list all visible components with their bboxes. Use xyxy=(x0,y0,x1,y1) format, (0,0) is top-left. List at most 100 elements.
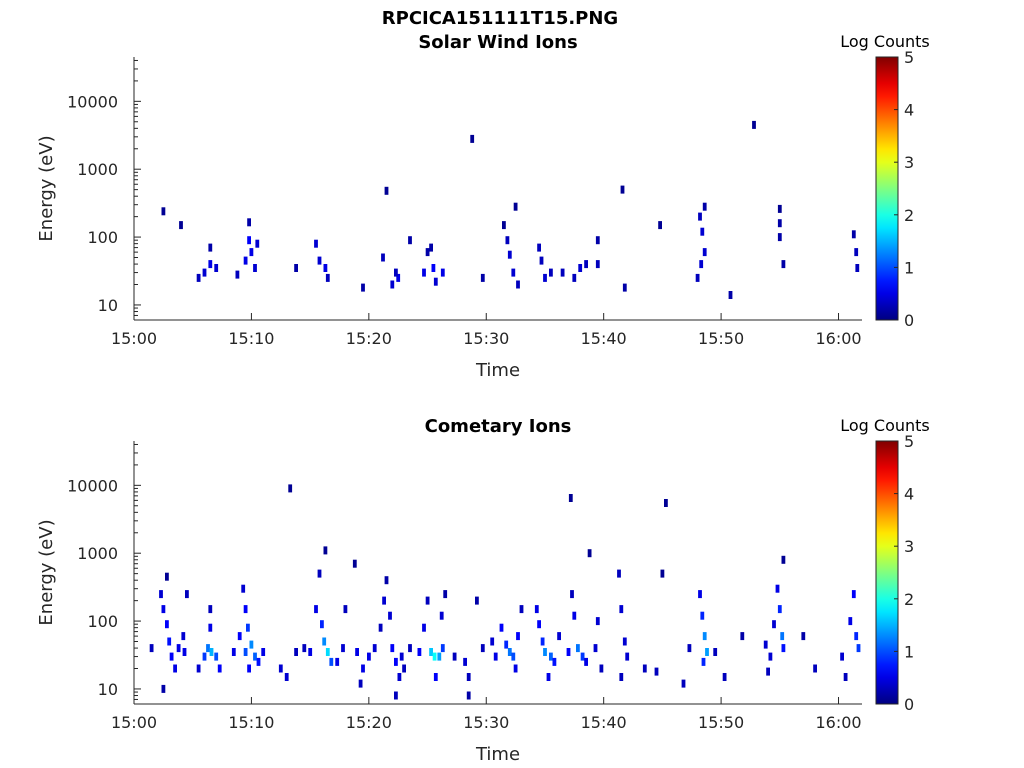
count-cell xyxy=(599,664,604,673)
count-cell xyxy=(698,590,702,599)
count-cell xyxy=(775,584,780,593)
count-cell xyxy=(781,555,786,564)
count-cell xyxy=(322,637,327,646)
x-tick-label: 15:20 xyxy=(346,713,392,732)
x-axis-label: Time xyxy=(475,360,520,381)
count-cell xyxy=(381,253,385,262)
count-cell xyxy=(801,632,806,641)
y-tick-label: 10000 xyxy=(67,92,118,111)
count-cell xyxy=(390,644,395,653)
count-cell xyxy=(352,559,357,568)
count-cell xyxy=(466,673,471,681)
count-cell xyxy=(713,648,718,656)
colorbar-tick-label: 5 xyxy=(904,432,914,451)
count-cell xyxy=(572,273,577,282)
count-cell xyxy=(173,664,177,673)
count-cell xyxy=(619,673,624,681)
x-tick-label: 15:30 xyxy=(463,713,509,732)
count-cell xyxy=(578,264,583,272)
count-cell xyxy=(499,623,504,632)
count-cell xyxy=(702,632,707,641)
count-cell xyxy=(452,652,457,661)
count-cell xyxy=(681,679,686,688)
count-cell xyxy=(149,644,154,653)
count-cell xyxy=(722,673,727,681)
count-cell xyxy=(516,632,520,641)
count-cell xyxy=(378,623,383,632)
solar-wind-ions-panel: 15:00 15:10 15:20 15:30 15:40 15:50 16:0010100… xyxy=(36,32,930,381)
x-tick-label: 16:00 xyxy=(815,713,861,732)
count-cell xyxy=(595,260,600,269)
count-cell xyxy=(622,283,627,292)
x-tick-label: 15:20 xyxy=(346,329,392,348)
count-cell xyxy=(584,260,588,269)
count-cell xyxy=(185,590,189,599)
colorbar-tick-label: 2 xyxy=(904,590,914,609)
x-tick-label: 16:00 xyxy=(815,329,861,348)
count-cell xyxy=(642,664,647,673)
count-cell xyxy=(249,640,254,649)
count-cell xyxy=(402,664,406,673)
count-cell xyxy=(417,648,422,656)
count-cell xyxy=(664,499,668,507)
count-cell xyxy=(422,268,426,277)
count-cell xyxy=(546,673,551,681)
count-cell xyxy=(854,632,859,641)
count-cell xyxy=(854,248,859,257)
count-cell xyxy=(595,236,600,245)
colorbar-tick-label: 0 xyxy=(904,695,914,714)
count-cell xyxy=(181,632,186,641)
count-cell xyxy=(388,611,392,620)
count-cell xyxy=(766,667,770,676)
count-cell xyxy=(439,611,444,620)
count-cell xyxy=(505,236,510,245)
count-cell xyxy=(314,239,318,248)
y-tick-label: 10 xyxy=(98,680,118,699)
count-cell xyxy=(856,644,861,653)
count-cell xyxy=(534,605,539,614)
count-cell xyxy=(576,644,580,653)
count-cell xyxy=(425,596,430,605)
spectrogram-cells xyxy=(161,120,860,299)
count-cell xyxy=(361,283,365,292)
count-cell xyxy=(361,664,365,673)
count-cell xyxy=(159,590,163,599)
count-cell xyxy=(253,264,257,272)
count-cell xyxy=(700,611,705,620)
count-cell xyxy=(394,268,398,277)
count-cell xyxy=(397,673,402,681)
count-cell xyxy=(840,652,844,661)
y-tick-label: 100 xyxy=(87,612,118,631)
count-cell xyxy=(335,657,340,666)
count-cell xyxy=(580,652,585,661)
count-cell xyxy=(813,664,817,673)
count-cell xyxy=(261,648,266,656)
count-cell xyxy=(206,644,210,653)
count-cell xyxy=(549,652,553,661)
count-cell xyxy=(777,233,782,242)
count-cell xyxy=(777,605,782,614)
count-cell xyxy=(196,273,201,282)
count-cell xyxy=(490,637,495,646)
y-tick-label: 100 xyxy=(87,228,118,247)
count-cell xyxy=(728,291,733,299)
count-cell xyxy=(440,268,445,277)
count-cell xyxy=(620,185,625,194)
count-cell xyxy=(700,227,705,236)
count-cell xyxy=(701,657,706,666)
panel-title: Solar Wind Ions xyxy=(418,32,577,53)
colorbar-label: Log Counts xyxy=(840,32,930,51)
count-cell xyxy=(384,576,389,585)
count-cell xyxy=(855,264,860,272)
count-cell xyxy=(539,256,544,265)
count-cell xyxy=(302,644,307,653)
count-cell xyxy=(848,617,853,626)
count-cell xyxy=(507,648,512,656)
count-cell xyxy=(161,207,166,216)
figure-title: RPCICA151111T15.PNG xyxy=(381,8,619,29)
colorbar-tick-label: 1 xyxy=(904,258,914,277)
count-cell xyxy=(317,256,322,265)
count-cell xyxy=(235,270,240,279)
count-cell xyxy=(255,239,260,248)
count-cell xyxy=(247,664,251,673)
